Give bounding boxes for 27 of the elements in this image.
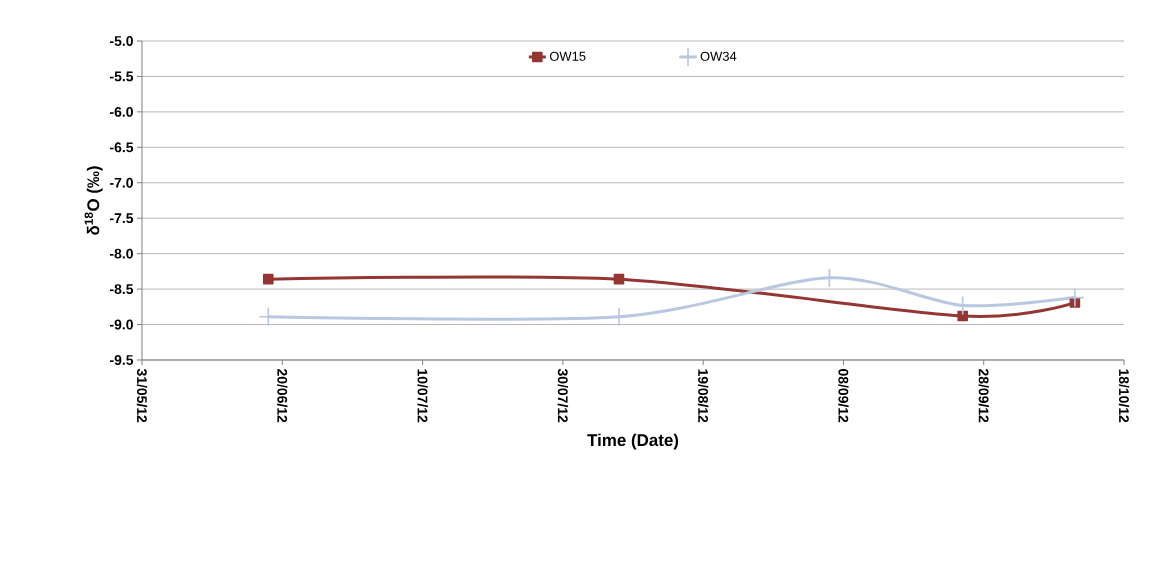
legend-label: OW34 — [700, 51, 737, 61]
y-tick-label: -7.5 — [110, 213, 134, 224]
legend-label: OW15 — [549, 51, 586, 61]
x-tick-label: 31/05/12 — [136, 368, 148, 423]
x-tick-label: 08/09/12 — [838, 369, 849, 423]
point — [957, 310, 968, 322]
y-tick-label: -5.5 — [110, 71, 134, 82]
x-tick-label: 28/09/12 — [978, 368, 989, 423]
point — [952, 295, 973, 316]
y-tick-label: -6.0 — [110, 106, 133, 117]
x-tick-label: 19/08/12 — [697, 369, 709, 423]
x-axis-title: Time (Date) — [587, 433, 679, 450]
x-tick-label: 30/07/12 — [557, 368, 569, 423]
y-tick-label: -7.0 — [110, 177, 133, 188]
x-tick-label: 18/10/12 — [1118, 369, 1130, 423]
point — [262, 273, 274, 285]
x-tick-label: 20/06/12 — [277, 368, 288, 423]
y-tick-label: -6.5 — [110, 142, 134, 153]
point — [613, 273, 625, 285]
y-axis-title: δ$^{18}$O (‰) — [84, 166, 103, 235]
x-tick-label: 10/07/12 — [417, 369, 428, 423]
y-tick-label: -9.5 — [110, 355, 134, 365]
y-tick-label: -5.0 — [110, 36, 133, 46]
point — [1065, 287, 1085, 308]
y-tick-label: -9.0 — [110, 319, 133, 330]
y-tick-label: -8.5 — [110, 284, 134, 295]
y-tick-label: -8.0 — [110, 248, 133, 259]
